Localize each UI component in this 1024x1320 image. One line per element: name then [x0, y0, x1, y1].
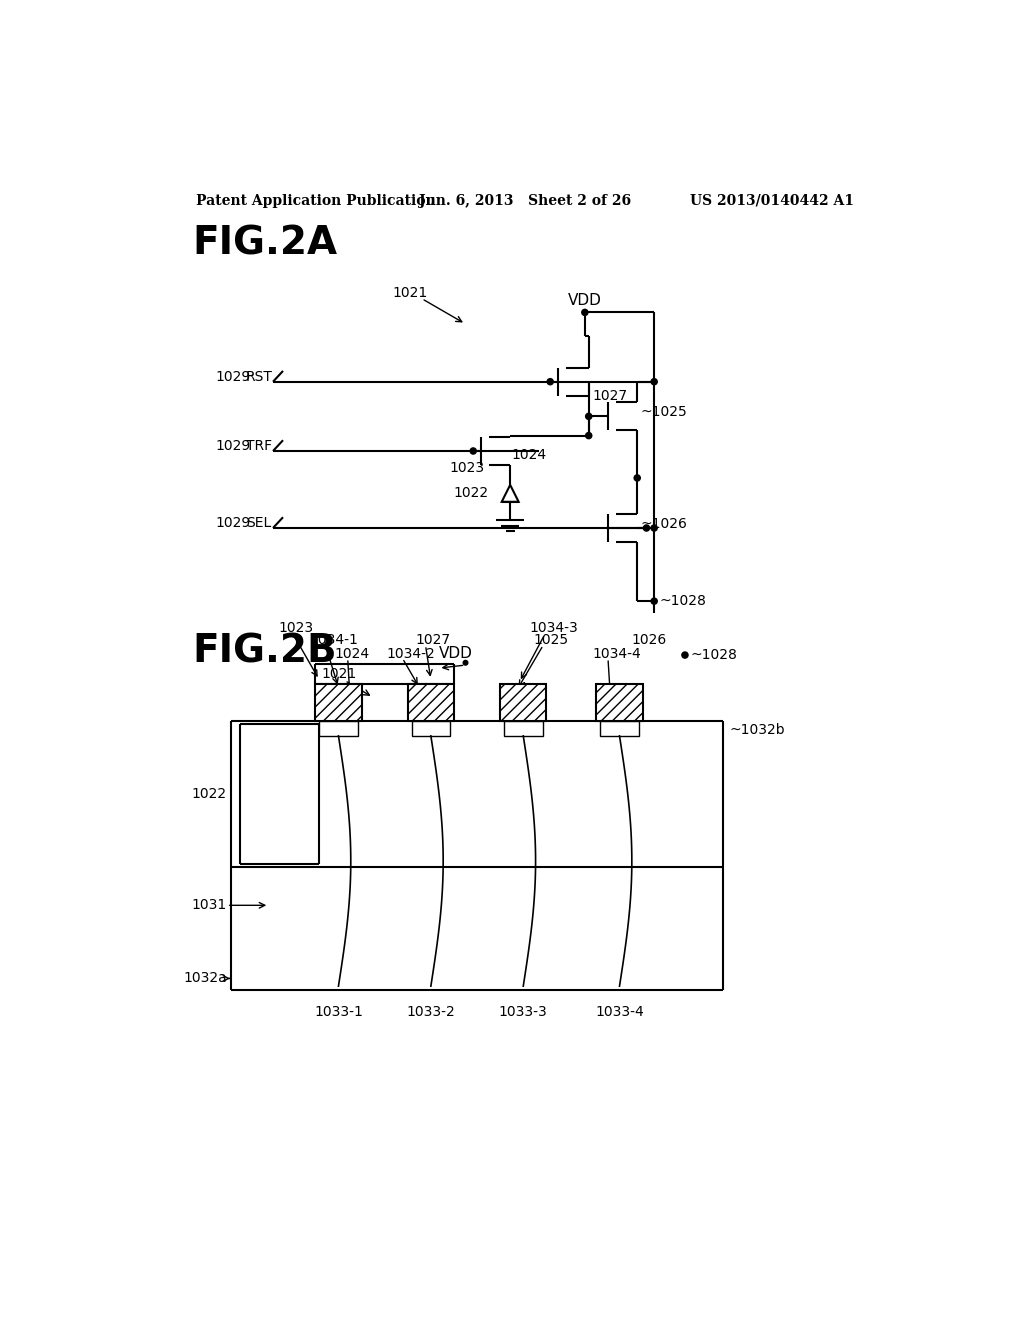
Text: 1032a: 1032a	[183, 972, 226, 986]
Text: 1033-2: 1033-2	[407, 1005, 456, 1019]
Text: ~1026: ~1026	[640, 517, 687, 531]
Text: 1029: 1029	[215, 440, 251, 453]
Text: 1029: 1029	[215, 370, 251, 384]
Text: 1022: 1022	[191, 788, 226, 801]
Text: TRF: TRF	[246, 440, 272, 453]
Text: 1029: 1029	[215, 516, 251, 531]
Circle shape	[586, 433, 592, 438]
Text: 1033-4: 1033-4	[595, 1005, 644, 1019]
Text: 1024: 1024	[335, 647, 370, 660]
Text: ~1025: ~1025	[640, 405, 687, 420]
Text: 1034-3: 1034-3	[529, 622, 579, 635]
Text: 1023: 1023	[279, 622, 313, 635]
Text: 1025: 1025	[534, 634, 568, 647]
Bar	[315, 684, 361, 721]
Bar	[596, 684, 643, 721]
Text: 1027: 1027	[416, 634, 451, 647]
Text: 1024: 1024	[512, 447, 547, 462]
Circle shape	[651, 525, 657, 531]
Text: ~1028: ~1028	[690, 648, 737, 663]
Text: FIG.2A: FIG.2A	[193, 224, 337, 263]
Text: 1023: 1023	[450, 461, 484, 475]
Circle shape	[634, 475, 640, 480]
Circle shape	[586, 413, 592, 420]
Circle shape	[463, 660, 468, 665]
Circle shape	[582, 309, 588, 315]
Circle shape	[643, 525, 649, 531]
Text: US 2013/0140442 A1: US 2013/0140442 A1	[690, 194, 854, 207]
Circle shape	[470, 447, 476, 454]
Bar	[600, 721, 639, 737]
Text: VDD: VDD	[568, 293, 602, 309]
Text: 1022: 1022	[454, 486, 488, 500]
Bar	[500, 684, 547, 721]
Text: Jun. 6, 2013   Sheet 2 of 26: Jun. 6, 2013 Sheet 2 of 26	[419, 194, 631, 207]
Bar	[412, 721, 451, 737]
Circle shape	[682, 652, 688, 659]
Text: 1033-1: 1033-1	[314, 1005, 362, 1019]
Text: Patent Application Publication: Patent Application Publication	[196, 194, 435, 207]
Circle shape	[547, 379, 553, 385]
Text: 1021: 1021	[392, 286, 428, 300]
Bar	[504, 721, 543, 737]
Text: ~1032b: ~1032b	[730, 723, 785, 737]
Text: 1033-3: 1033-3	[499, 1005, 548, 1019]
Text: 1021: 1021	[322, 668, 356, 681]
Circle shape	[651, 379, 657, 385]
Text: 1034-4: 1034-4	[593, 647, 641, 660]
Text: FIG.2B: FIG.2B	[193, 632, 337, 671]
Text: VDD: VDD	[438, 645, 472, 661]
Text: ~1028: ~1028	[659, 594, 707, 609]
Bar	[319, 721, 357, 737]
Bar	[408, 684, 454, 721]
Text: SEL: SEL	[246, 516, 271, 531]
Circle shape	[651, 598, 657, 605]
Text: 1034-1: 1034-1	[309, 634, 358, 647]
Text: 1026: 1026	[631, 634, 667, 647]
Text: 1031: 1031	[191, 899, 226, 912]
Text: 1034-2: 1034-2	[386, 647, 435, 660]
Text: RST: RST	[246, 370, 273, 384]
Text: 1027: 1027	[593, 388, 628, 403]
